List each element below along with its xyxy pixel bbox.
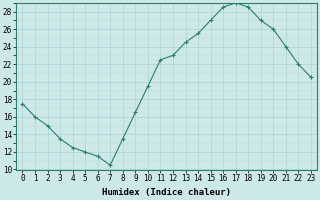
X-axis label: Humidex (Indice chaleur): Humidex (Indice chaleur) <box>102 188 231 197</box>
